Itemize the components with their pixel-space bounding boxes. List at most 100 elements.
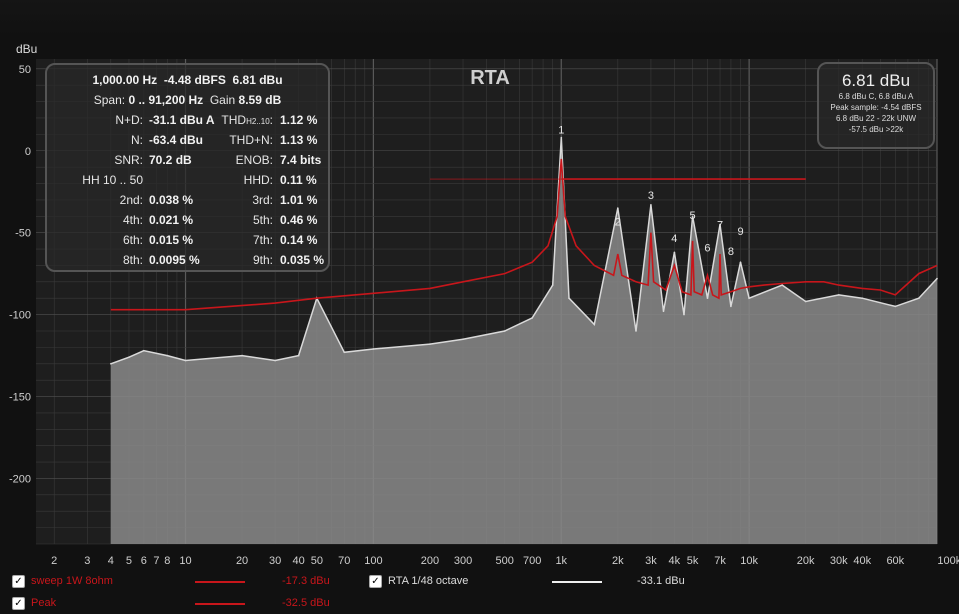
rta-point [730,305,732,308]
rta-point [462,338,464,341]
y-axis-ticks: 50 0 -50 -100 -150 -200 [9,64,31,486]
harmonic-label: 6 [704,243,710,255]
stat-label: 2nd: [119,193,143,207]
rta-point [110,363,112,365]
legend-line-rta [552,581,602,583]
stat-label: 6th: [122,233,143,247]
legend: ✓ sweep 1W 8ohm -17.3 dBu ✓ Peak -32.5 d… [0,570,959,614]
x-axis-ticks: 2 3 4 5 6 7 8 10 20 30 40 50 70 100 200 300 500 700 1k 2k 3k… [51,555,959,567]
stat-label: 5th: [252,213,273,227]
x-tick-label: 100kHz [937,555,959,567]
fundamental-dbu: 6.81 dBu [232,73,283,87]
stat-value: 1.13 % [280,133,318,147]
stat-value: 0.015 % [149,233,194,247]
rta-point [719,223,721,226]
peak-panel: 6.81 dBu 6.8 dBu C, 6.8 dBu A Peak sampl… [817,62,935,149]
rta-point [683,313,685,316]
y-tick-label: -200 [9,473,31,485]
stat-value: 0.11 % [280,173,317,187]
rta-point [372,348,375,350]
rta-point [617,207,619,209]
harmonic-label: 8 [728,246,734,258]
stat-value: -31.1 dBu A [149,113,215,127]
rta-point [184,359,187,362]
check-icon[interactable]: ✓ [369,575,382,588]
stat-label: HH 10 .. 50 [82,173,143,187]
x-tick-label: 7k [714,555,726,567]
rta-point [804,300,807,303]
peak-line-4: -57.5 dBu >22k [848,125,904,134]
legend-line-sweep [195,581,245,583]
x-tick-label: 2k [612,555,624,567]
stat-label: N+D: [115,113,143,127]
x-tick-label: 3k [645,555,657,567]
rta-point [551,284,554,286]
stat-label: HHD: [243,173,273,187]
x-tick-label: 300 [454,555,472,567]
stat-value: 0.035 % [280,253,325,267]
rta-point [894,305,897,308]
rta-point [274,359,277,362]
rta-point [838,294,840,296]
stat-value: 0.021 % [149,213,194,227]
stat-label: THDH2..10: [221,113,273,127]
x-tick-label: 40 [293,555,305,567]
stat-label-sub: H2..10 [246,117,270,126]
harmonic-label: 3 [648,190,654,202]
y-axis-label: dBu [16,42,37,56]
x-tick-label: 20k [797,555,815,567]
gain-value: 8.59 dB [238,93,282,107]
stat-value: 0.038 % [149,193,194,207]
stat-label: ENOB: [235,153,273,167]
x-tick-label: 2 [51,555,57,567]
stats-row: 6th: 0.015 % 7th: 0.14 % [47,233,328,251]
legend-line-peak [195,603,245,605]
x-tick-label: 7 [153,555,159,567]
rta-point [635,330,637,332]
series-layer [110,136,938,544]
stat-label: SNR: [114,153,143,167]
rta-point [650,204,652,206]
stat-value: 0.0095 % [149,253,200,267]
rta-point [531,317,533,319]
rta-point [128,356,130,359]
x-tick-label: 4k [669,555,681,567]
x-tick-label: 10 [179,555,191,567]
stat-label: 7th: [252,233,273,247]
y-tick-label: -50 [15,228,31,240]
y-tick-label: -150 [9,392,31,404]
legend-label-rta: RTA 1/48 octave [388,575,469,587]
rta-point [143,349,145,352]
harmonic-label: 7 [717,220,723,232]
rta-point [241,354,243,357]
rta-point [343,351,346,354]
check-icon[interactable]: ✓ [12,597,25,610]
rta-point [936,277,938,280]
y-tick-label: -100 [9,310,31,322]
stats-row: 2nd: 0.038 % 3rd: 1.01 % [47,193,328,211]
stat-value: -63.4 dBu [149,133,204,147]
check-icon[interactable]: ✓ [12,575,25,588]
rta-point [691,215,694,218]
stat-value: 0.46 % [280,213,318,227]
legend-label-sweep: sweep 1W 8ohm [31,575,113,587]
x-tick-label: 3 [84,555,90,567]
x-tick-label: 60k [886,555,904,567]
x-tick-label: 6 [141,555,147,567]
legend-value-peak: -32.5 dBu [282,597,330,609]
rta-point [560,136,563,139]
x-tick-label: 4 [108,555,114,567]
stat-value: 70.2 dB [149,153,192,167]
peak-line-2: Peak sample: -4.54 dBFS [830,103,922,112]
rta-point [429,343,431,345]
stat-value: 1.01 % [280,193,318,207]
stat-label: 9th: [252,253,273,267]
rta-point [918,297,920,300]
stats-row: SNR: 70.2 dB ENOB: 7.4 bits [47,153,328,171]
rta-point [166,354,169,357]
legend-value-sweep: -17.3 dBu [282,575,330,587]
x-tick-label: 40k [853,555,871,567]
stat-label-main: THD [221,113,247,127]
x-tick-label: 10k [740,555,758,567]
